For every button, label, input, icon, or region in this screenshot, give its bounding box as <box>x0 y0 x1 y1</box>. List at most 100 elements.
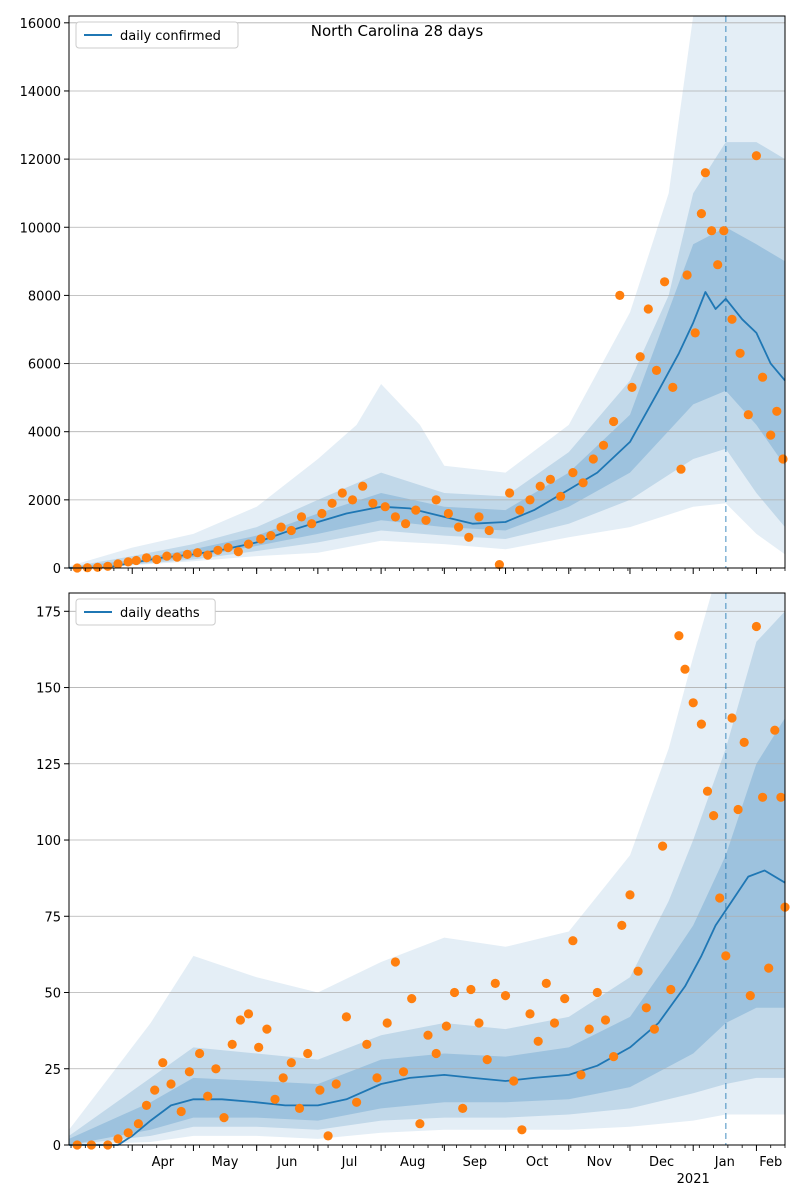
deaths-point-38 <box>423 1030 433 1040</box>
deaths-ytick-label-7: 175 <box>36 605 61 620</box>
year-label: 2021 <box>677 1172 710 1187</box>
deaths-point-56 <box>576 1070 586 1080</box>
deaths-point-18 <box>243 1009 254 1019</box>
confirmed-point-68 <box>727 314 737 324</box>
deaths-point-64 <box>641 1003 651 1013</box>
confirmed-point-30 <box>380 502 390 512</box>
confirmed-point-5 <box>123 557 133 567</box>
deaths-xtick-label-3: Jul <box>341 1155 358 1170</box>
deaths-point-19 <box>254 1042 264 1052</box>
confirmed-point-53 <box>615 290 625 300</box>
confirmed-band-inner <box>69 227 785 569</box>
deaths-band-outer <box>69 593 785 1145</box>
deaths-point-48 <box>509 1076 519 1086</box>
confirmed-ytick-label-0: 0 <box>53 562 61 577</box>
deaths-ytick-label-6: 150 <box>36 682 61 697</box>
deaths-point-71 <box>696 719 707 729</box>
confirmed-point-64 <box>700 168 711 178</box>
deaths-point-37 <box>415 1119 425 1129</box>
confirmed-bands <box>69 16 785 569</box>
deaths-point-68 <box>674 631 684 641</box>
confirmed-point-6 <box>131 555 141 566</box>
confirmed-point-37 <box>454 522 464 532</box>
deaths-line-group <box>69 869 786 1146</box>
confirmed-line <box>68 291 786 569</box>
confirmed-point-34 <box>421 515 431 525</box>
deaths-frame <box>68 592 786 1146</box>
deaths-point-81 <box>758 792 768 802</box>
figure-title: North Carolina 28 days <box>311 22 484 40</box>
deaths-legend: daily deaths <box>75 598 216 626</box>
deaths-point-65 <box>649 1024 660 1034</box>
deaths-point-43 <box>466 984 476 995</box>
deaths-line <box>69 869 786 1146</box>
deaths-point-66 <box>658 841 668 851</box>
deaths-point-15 <box>219 1113 229 1123</box>
deaths-band-inner <box>69 718 785 1145</box>
confirmed-y-axis: 0 2000 4000 6000 8000 10000 12000 14000 16000 <box>20 17 69 577</box>
confirmed-ytick-label-2: 4000 <box>28 426 61 441</box>
deaths-point-79 <box>745 991 755 1001</box>
deaths-point-4 <box>123 1128 133 1138</box>
deaths-point-29 <box>341 1012 351 1022</box>
confirmed-point-59 <box>668 382 678 392</box>
confirmed-point-40 <box>484 525 494 536</box>
deaths-point-55 <box>568 936 578 946</box>
deaths-ytick-label-3: 75 <box>44 910 61 925</box>
deaths-point-74 <box>715 893 725 903</box>
confirmed-line-group <box>68 291 786 569</box>
deaths-point-62 <box>625 890 635 900</box>
deaths-legend-box <box>75 598 216 626</box>
deaths-point-77 <box>733 804 743 815</box>
deaths-point-12 <box>195 1048 205 1059</box>
confirmed-point-29 <box>368 498 378 508</box>
confirmed-point-58 <box>660 277 670 287</box>
deaths-point-47 <box>500 991 511 1001</box>
confirmed-point-49 <box>578 478 588 488</box>
deaths-point-8 <box>158 1058 168 1068</box>
deaths-point-42 <box>458 1103 468 1113</box>
confirmed-point-38 <box>464 532 474 542</box>
confirmed-point-42 <box>505 488 515 498</box>
confirmed-band-outer <box>69 16 785 568</box>
confirmed-point-46 <box>545 474 556 484</box>
confirmed-point-17 <box>243 539 254 549</box>
confirmed-point-63 <box>696 209 707 219</box>
confirmed-point-65 <box>707 226 717 236</box>
deaths-point-69 <box>680 664 690 674</box>
confirmed-point-41 <box>494 560 504 570</box>
confirmed-point-51 <box>598 440 609 450</box>
deaths-point-39 <box>431 1048 441 1059</box>
confirmed-point-11 <box>182 549 192 560</box>
deaths-point-49 <box>517 1125 527 1135</box>
deaths-point-23 <box>286 1058 296 1068</box>
deaths-xtick-label-0: Apr <box>152 1155 175 1170</box>
confirmed-legend-label: daily confirmed <box>120 29 221 44</box>
deaths-xtick-label-8: Dec <box>649 1155 674 1170</box>
deaths-point-27 <box>323 1131 333 1141</box>
deaths-ytick-label-0: 0 <box>53 1139 61 1154</box>
deaths-xtick-label-4: Aug <box>400 1155 425 1170</box>
deaths-point-60 <box>609 1052 619 1062</box>
deaths-point-30 <box>352 1097 362 1107</box>
confirmed-point-39 <box>474 512 484 522</box>
confirmed-point-7 <box>141 553 152 563</box>
confirmed-point-69 <box>735 348 745 358</box>
confirmed-point-61 <box>682 270 692 280</box>
confirmed-point-43 <box>515 505 525 515</box>
deaths-point-44 <box>474 1018 484 1028</box>
deaths-point-25 <box>303 1048 313 1059</box>
deaths-point-82 <box>764 963 774 973</box>
confirmed-x-axis <box>70 568 786 574</box>
deaths-point-26 <box>315 1085 325 1095</box>
deaths-point-10 <box>176 1106 186 1117</box>
confirmed-panel: 0 2000 4000 6000 8000 10000 12000 14000 16000 da… <box>20 15 788 577</box>
confirmed-point-62 <box>690 328 700 338</box>
confirmed-point-36 <box>443 508 453 519</box>
confirmed-point-72 <box>758 372 768 382</box>
confirmed-ytick-label-5: 10000 <box>20 221 61 236</box>
confirmed-ytick-label-4: 8000 <box>28 289 61 304</box>
confirmed-point-4 <box>113 559 123 569</box>
deaths-point-59 <box>600 1015 611 1025</box>
confirmed-point-28 <box>358 481 368 491</box>
